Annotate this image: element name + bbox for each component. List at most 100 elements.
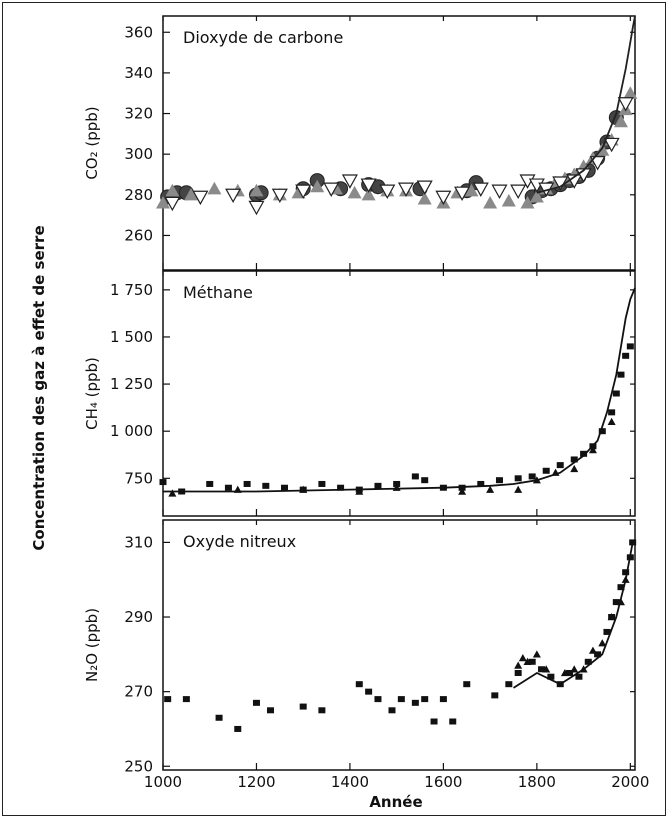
data-point [589, 156, 606, 171]
y-tick-label: 260 [124, 226, 153, 244]
x-tick-label: 1600 [424, 773, 462, 791]
data-point [281, 484, 289, 491]
data-point [622, 569, 630, 576]
data-point [514, 669, 522, 676]
data-point [570, 464, 579, 473]
data-point [491, 692, 499, 699]
data-point [603, 137, 620, 153]
data-point [607, 417, 616, 425]
data-point [417, 191, 432, 205]
data-point [215, 714, 223, 721]
data-point [584, 658, 592, 665]
series-3-line [513, 542, 634, 689]
data-point [318, 707, 326, 714]
data-point [397, 696, 405, 703]
data-point [626, 343, 634, 350]
data-point [225, 188, 242, 204]
x-tick-label: 1000 [144, 773, 182, 791]
data-point [206, 480, 214, 487]
data-point [164, 696, 172, 703]
data-point [224, 484, 232, 491]
data-point [341, 174, 358, 189]
data-point [617, 97, 634, 112]
data-point [360, 178, 377, 193]
data-point [347, 185, 362, 199]
y-tick-label: 1 250 [110, 375, 153, 393]
data-point [607, 613, 616, 621]
data-point [464, 183, 479, 197]
data-point [159, 479, 167, 486]
data-point [355, 681, 363, 688]
data-point [623, 86, 638, 99]
data-point [411, 699, 419, 706]
panel-title: Oxyde nitreux [183, 532, 296, 551]
data-point [594, 651, 602, 658]
data-point [435, 190, 452, 206]
y-tick-label: 250 [124, 757, 153, 775]
data-point [421, 696, 429, 703]
plot-area-border [162, 519, 636, 771]
y-tick-label: 750 [124, 469, 153, 487]
data-point [454, 186, 471, 202]
data-point [598, 639, 607, 647]
data-point [430, 718, 438, 725]
data-point [411, 473, 419, 480]
data-point [458, 487, 467, 495]
data-point [612, 599, 620, 606]
data-point [388, 707, 396, 714]
x-tick-label: 1200 [237, 773, 275, 791]
data-point [207, 181, 222, 195]
data-point [580, 450, 588, 457]
data-point [570, 665, 579, 673]
data-point [184, 187, 199, 201]
y-axis-label: CO₂ (ppb) [83, 106, 101, 179]
data-point [365, 688, 373, 695]
y-tick-label: 340 [124, 64, 153, 82]
y-axis-label: CH₄ (ppb) [83, 357, 101, 430]
data-point [182, 696, 190, 703]
data-point [379, 184, 396, 199]
series-3-line [163, 287, 636, 493]
y-tick-label: 310 [124, 533, 153, 551]
x-tick-label: 2000 [611, 773, 649, 791]
data-point [617, 584, 625, 591]
data-point [243, 480, 251, 487]
data-point [542, 665, 551, 673]
data-point [617, 371, 625, 378]
data-point [374, 696, 382, 703]
y-tick-label: 1 000 [110, 422, 153, 440]
x-axis-label: Année [369, 793, 422, 811]
data-point [248, 200, 265, 216]
data-point [575, 673, 583, 680]
data-point [168, 489, 177, 497]
data-point [156, 195, 170, 209]
data-point [361, 187, 376, 201]
y-axis-label: N₂O (ppb) [83, 608, 101, 682]
data-point [629, 539, 637, 546]
data-point [514, 475, 522, 482]
data-point [529, 189, 544, 203]
data-point [538, 666, 546, 673]
series-4-line [536, 15, 636, 194]
y-tick-label: 280 [124, 186, 153, 204]
data-point [164, 196, 181, 212]
data-point [556, 462, 564, 469]
x-tick-label: 1400 [331, 773, 369, 791]
panel-1: 260 280 300 320 340 360 Dioxyde de carbone CO₂ … [83, 15, 638, 271]
data-point [588, 646, 597, 654]
data-point [449, 718, 457, 725]
y-tick-label: 1 500 [110, 328, 153, 346]
data-point [570, 456, 578, 463]
plot-area-border [162, 270, 636, 517]
data-point [483, 195, 498, 209]
data-point [421, 477, 429, 484]
data-point [514, 661, 523, 669]
data-point [560, 668, 569, 677]
data-point [337, 484, 345, 491]
data-point [192, 190, 209, 206]
data-point [310, 179, 325, 193]
common-y-axis-label: Concentration des gaz à effet de serre [30, 225, 48, 550]
panel-3: 250 270 290 310 1000 1200 1400 1600 1800 2000 Oxyd… [83, 519, 649, 791]
